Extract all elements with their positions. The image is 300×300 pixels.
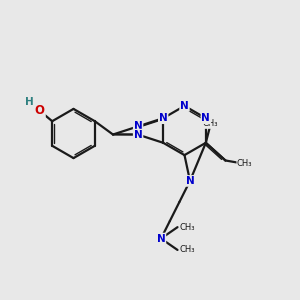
Text: N: N xyxy=(157,234,165,244)
Text: CH₃: CH₃ xyxy=(179,245,195,254)
Text: N: N xyxy=(159,113,168,123)
Text: N: N xyxy=(134,122,142,131)
Text: N: N xyxy=(180,101,189,111)
Text: H: H xyxy=(25,97,34,107)
Text: N: N xyxy=(201,113,210,123)
Text: O: O xyxy=(34,104,45,117)
Text: H: H xyxy=(25,97,34,107)
Text: O: O xyxy=(34,104,45,117)
Text: CH₃: CH₃ xyxy=(179,223,195,232)
Text: CH₃: CH₃ xyxy=(237,159,252,168)
Text: CH₃: CH₃ xyxy=(203,119,218,128)
Text: N: N xyxy=(134,130,142,140)
Text: N: N xyxy=(186,176,194,186)
